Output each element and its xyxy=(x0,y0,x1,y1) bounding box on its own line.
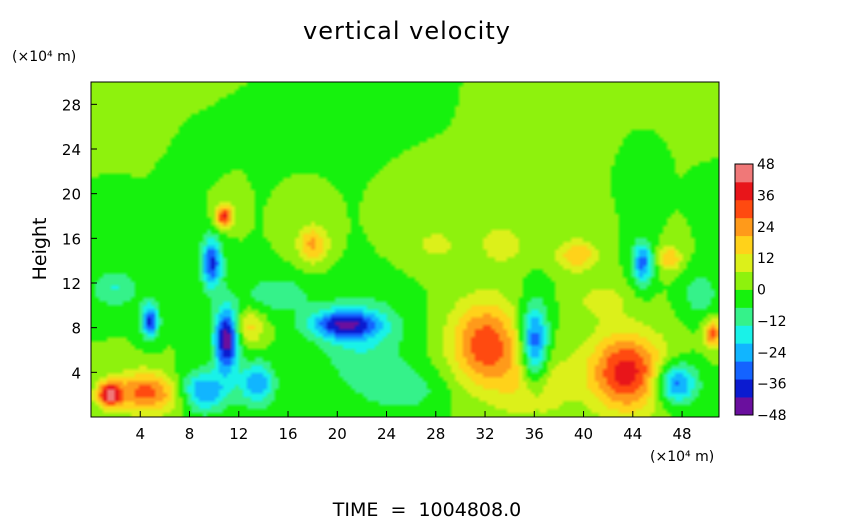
colorbar-swatch xyxy=(735,379,753,398)
colorbar-frame xyxy=(734,163,754,416)
colorbar-swatch xyxy=(735,235,753,255)
colorbar-swatch xyxy=(735,253,753,272)
colorbar-swatch xyxy=(735,199,753,219)
y-axis-label: Height xyxy=(29,218,51,281)
x-axis: 4 8 12 16 20 24 28 32 36 40 44 48 xyxy=(135,411,692,443)
x-tick-label: 36 xyxy=(525,425,544,443)
colorbar-tick-label: 12 xyxy=(757,251,775,267)
colorbar-swatch xyxy=(735,164,753,183)
colorbar-swatch xyxy=(735,325,753,344)
y-axis: 4 8 12 16 20 24 28 xyxy=(62,96,97,382)
x-tick-label: 48 xyxy=(673,425,692,443)
x-tick-label: 24 xyxy=(377,425,396,443)
x-tick-label: 28 xyxy=(426,425,445,443)
x-tick-label: 40 xyxy=(574,425,593,443)
x-tick-label: 32 xyxy=(475,425,494,443)
colorbar-tick-label: 0 xyxy=(757,283,766,299)
x-tick-label: 44 xyxy=(623,425,642,443)
y-tick-label: 16 xyxy=(62,230,81,248)
x-tick-label: 8 xyxy=(185,425,195,443)
colorbar-tick-label: −12 xyxy=(757,314,787,330)
chart-title: vertical velocity xyxy=(303,17,511,45)
colorbar: 48 36 24 12 0 −12 −24 −36 −48 xyxy=(734,157,787,424)
y-tick-label: 20 xyxy=(62,186,81,204)
colorbar-tick-label: −24 xyxy=(757,345,787,361)
x-axis-unit: (×10⁴ m) xyxy=(650,449,714,465)
colorbar-tick-label: −48 xyxy=(757,408,787,424)
colorbar-swatch xyxy=(735,271,753,290)
colorbar-tick-label: 36 xyxy=(757,188,775,204)
plot-frame xyxy=(90,81,720,418)
colorbar-swatch xyxy=(735,343,753,362)
heatmap-field xyxy=(91,82,719,417)
colorbar-swatch xyxy=(735,289,753,308)
x-tick-label: 4 xyxy=(135,425,145,443)
y-tick-label: 4 xyxy=(71,364,81,382)
y-tick-label: 28 xyxy=(62,96,81,114)
x-tick-label: 16 xyxy=(278,425,297,443)
x-tick-label: 20 xyxy=(328,425,347,443)
colorbar-tick-label: 24 xyxy=(757,220,775,236)
colorbar-swatch xyxy=(735,397,753,416)
x-tick-label: 12 xyxy=(229,425,248,443)
y-axis-unit: (×10⁴ m) xyxy=(12,49,76,65)
y-tick-label: 24 xyxy=(62,141,81,159)
colorbar-swatch xyxy=(735,361,753,380)
y-tick-label: 12 xyxy=(62,275,81,293)
colorbar-swatch xyxy=(735,181,753,201)
colorbar-tick-label: −36 xyxy=(757,377,787,393)
colorbar-swatch xyxy=(735,307,753,326)
colorbar-tick-label: 48 xyxy=(757,157,775,173)
time-footer: TIME = 1004808.0 xyxy=(332,499,521,519)
heatmap-plot xyxy=(90,81,720,418)
colorbar-swatch xyxy=(735,217,753,237)
y-tick-label: 8 xyxy=(71,320,81,338)
